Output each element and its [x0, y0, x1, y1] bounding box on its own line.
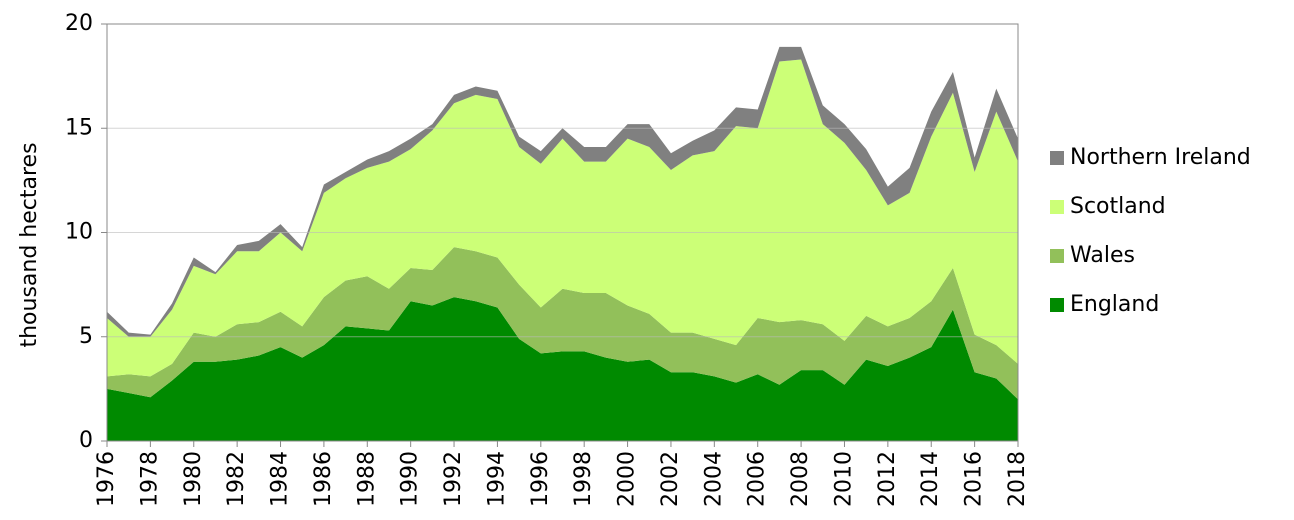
x-tick-label: 1992: [441, 451, 466, 507]
y-axis-label: thousand hectares: [17, 142, 42, 347]
legend-swatch: [1050, 249, 1064, 263]
y-tick-label: 10: [65, 220, 93, 245]
x-tick-label: 1980: [181, 451, 206, 507]
x-tick-label: 2004: [701, 451, 726, 507]
x-tick-label: 1990: [398, 451, 423, 507]
x-tick-label: 1978: [137, 451, 162, 507]
x-tick-label: 2008: [788, 451, 813, 507]
y-tick-label: 20: [65, 11, 93, 36]
legend-swatch: [1050, 151, 1064, 165]
x-tick-label: 1976: [94, 451, 119, 507]
x-tick-label: 1984: [268, 451, 293, 507]
legend-swatch: [1050, 200, 1064, 214]
legend-label: Wales: [1070, 243, 1135, 268]
area: [107, 247, 1018, 400]
x-tick-label: 1994: [484, 451, 509, 507]
x-tick-label: 1986: [311, 451, 336, 507]
plot-frame: [106, 23, 1019, 442]
x-tick-label: 2012: [875, 451, 900, 507]
y-tick-label: 5: [79, 324, 93, 349]
x-tick-label: 1998: [571, 451, 596, 507]
x-tick-label: 2014: [918, 451, 943, 507]
y-tick-label: 0: [79, 428, 93, 453]
x-tick-label: 2006: [745, 451, 770, 507]
legend-label: Scotland: [1070, 194, 1166, 219]
area: [107, 297, 1018, 441]
y-tick-label: 15: [65, 115, 93, 140]
x-tick-label: 2016: [962, 451, 987, 507]
x-tick-label: 1988: [354, 451, 379, 507]
x-tick-label: 1996: [528, 451, 553, 507]
x-tick-label: 2000: [615, 451, 640, 507]
x-tick-label: 2002: [658, 451, 683, 507]
x-tick-label: 2018: [1005, 451, 1030, 507]
x-tick-label: 1982: [224, 451, 249, 507]
legend-label: Northern Ireland: [1070, 145, 1251, 170]
area: [107, 59, 1018, 377]
legend-swatch: [1050, 298, 1064, 312]
x-tick-label: 2010: [831, 451, 856, 507]
legend-label: England: [1070, 292, 1159, 317]
